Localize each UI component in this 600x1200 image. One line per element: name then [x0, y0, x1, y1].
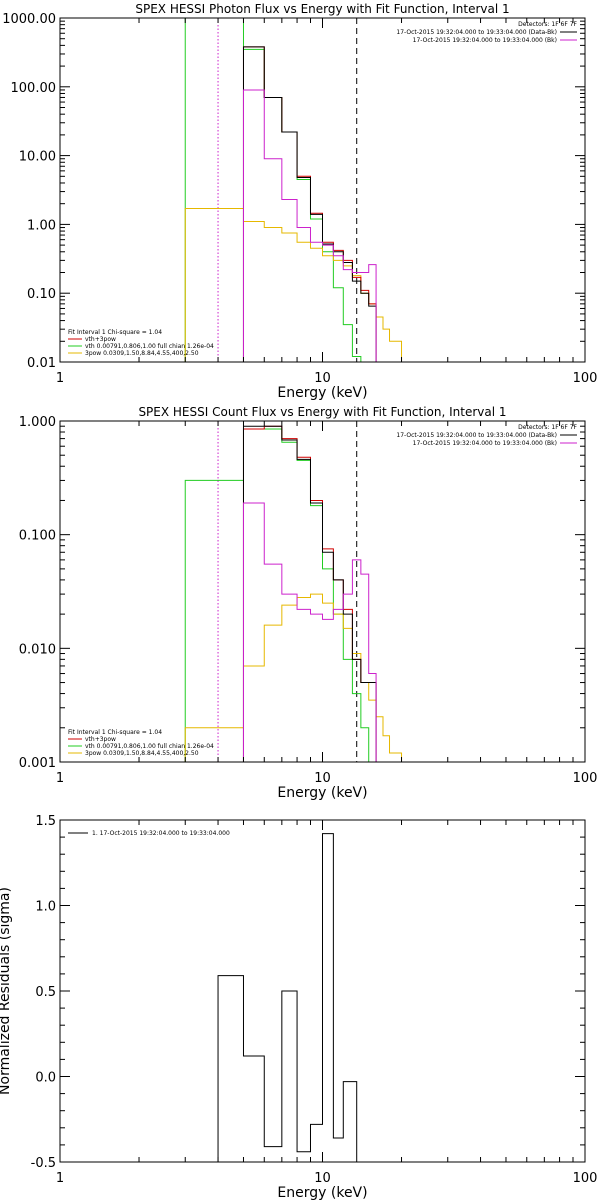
legend-entry-1: 17-Oct-2015 19:32:04.000 to 19:33:04.000…	[396, 29, 557, 36]
fit-line-1: vth+3pow	[85, 336, 116, 343]
chart-title: SPEX HESSI Photon Flux vs Energy with Fi…	[135, 2, 509, 16]
plot-frame	[59, 17, 586, 363]
y-tick-label: 0.010	[19, 642, 56, 657]
chart-panel-3: 1 10 100 Energy (keV) 1.5 1.0 0.5 0.0 -0.5 Normal…	[0, 814, 597, 1200]
series-total	[242, 46, 377, 362]
y-tick-label: 100.00	[11, 81, 57, 96]
x-tick-label: 10	[314, 371, 331, 386]
fit-line-3: 3pow 0.0309,1.50,8.84,4.55,400,2.50	[85, 350, 199, 357]
fit-line-2: vth 0.00791,0.806,1.00 full chian 1.26e-…	[85, 743, 214, 750]
y-tick-label: 1000.00	[2, 12, 56, 27]
y-axis-label: Normalized Residuals (sigma)	[0, 887, 13, 1095]
series-background	[242, 89, 383, 362]
x-axis-label: Energy (keV)	[277, 785, 367, 801]
y-tick-label: 0.5	[35, 985, 56, 1000]
fit-line-2: vth 0.00791,0.806,1.00 full chian 1.26e-…	[85, 343, 214, 350]
series-data	[242, 46, 377, 362]
x-tick-label: 1	[56, 371, 64, 386]
x-tick-label: 100	[573, 371, 598, 386]
y-tick-label: 1.0	[35, 900, 56, 915]
series-total	[242, 425, 377, 762]
fit-line-3: 3pow 0.0309,1.50,8.84,4.55,400,2.50	[85, 750, 199, 757]
x-tick-label: 100	[573, 1171, 598, 1186]
y-tick-label: 1.000	[19, 415, 56, 430]
x-tick-label: 100	[573, 771, 598, 786]
y-tick-label: 0.0	[35, 1071, 56, 1086]
x-tick-label: 10	[314, 1171, 331, 1186]
x-tick-label: 10	[314, 771, 331, 786]
y-tick-label: 0.100	[19, 529, 56, 544]
chart-panel-1: SPEX HESSI Photon Flux vs Energy with Fi…	[2, 2, 597, 401]
chart-title: SPEX HESSI Count Flux vs Energy with Fit…	[138, 405, 506, 419]
legend-entry-2: 17-Oct-2015 19:32:04.000 to 19:33:04.000…	[413, 440, 557, 447]
series-data	[242, 425, 377, 762]
legend-entry-1: 1. 17-Oct-2015 19:32:04.000 to 19:33:04.…	[92, 830, 230, 837]
legend-header: Detectors: 1F 6F 7F	[518, 424, 577, 431]
x-axis-label: Energy (keV)	[277, 385, 367, 401]
data-layer	[217, 833, 358, 1162]
fit-title: Fit Interval 1 Chi-square = 1.04	[68, 729, 162, 736]
y-tick-label: 0.10	[27, 287, 56, 302]
data-layer	[184, 421, 403, 762]
series-powerlaw	[184, 208, 403, 362]
chart-panel-2: SPEX HESSI Count Flux vs Energy with Fit…	[19, 405, 598, 801]
fit-title: Fit Interval 1 Chi-square = 1.04	[68, 329, 162, 336]
y-tick-label: 1.00	[27, 218, 56, 233]
legend-header: Detectors: 1F 6F 7F	[518, 21, 577, 28]
data-layer	[184, 18, 403, 362]
fit-line-1: vth+3pow	[85, 736, 116, 743]
series-background	[242, 502, 383, 762]
y-tick-label: -0.5	[31, 1156, 56, 1171]
x-tick-label: 1	[56, 771, 64, 786]
legend-entry-1: 17-Oct-2015 19:32:04.000 to 19:33:04.000…	[396, 432, 557, 439]
x-tick-label: 1	[56, 1171, 64, 1186]
legend-entry-2: 17-Oct-2015 19:32:04.000 to 19:33:04.000…	[413, 37, 557, 44]
y-tick-label: 0.01	[27, 356, 56, 371]
x-axis-label: Energy (keV)	[277, 1185, 367, 1200]
y-tick-label: 0.001	[19, 756, 56, 771]
y-tick-label: 1.5	[35, 814, 56, 829]
y-tick-label: 10.00	[19, 150, 56, 165]
plot-frame	[59, 420, 586, 763]
series-residuals	[217, 833, 358, 1162]
